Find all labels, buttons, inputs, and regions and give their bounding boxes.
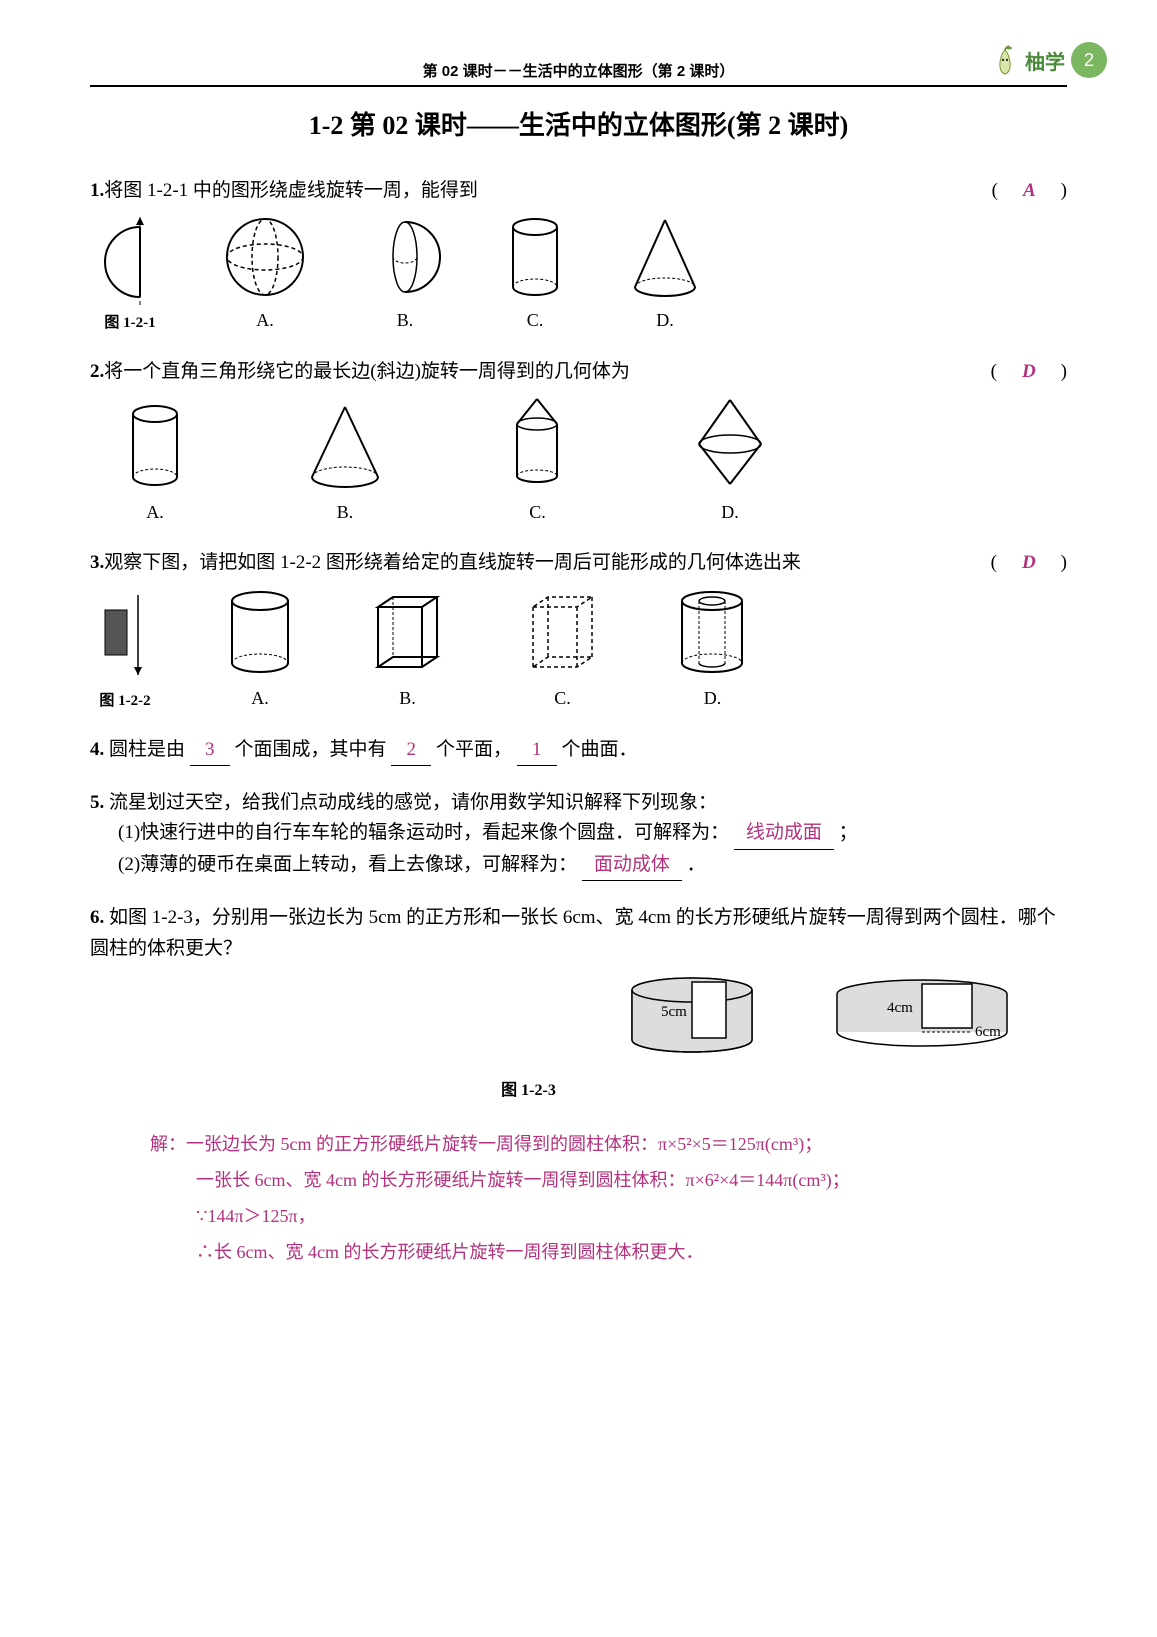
q3-opt-d-label: D. xyxy=(670,684,755,713)
q1-opt-b-label: B. xyxy=(360,306,450,335)
sol-line4: ∴长 6cm、宽 4cm 的长方形硬纸片旋转一周得到圆柱体积更大． xyxy=(196,1234,1067,1270)
page-title: 1-2 第 02 课时——生活中的立体图形(第 2 课时) xyxy=(90,105,1067,142)
logo-text: 柚学 xyxy=(1025,46,1065,75)
q5-sub2-pre: (2)薄薄的硬币在桌面上转动，看上去像球，可解释为： xyxy=(118,854,577,875)
q1-opt-b: B. xyxy=(360,212,450,335)
q3-options: 图 1-2-2 A. xyxy=(90,585,1067,713)
question-3: 3. 观察下图，请把如图 1-2-2 图形绕着给定的直线旋转一周后可能形成的几何… xyxy=(90,548,1067,712)
question-6: 6. 如图 1-2-3，分别用一张边长为 5cm 的正方形和一张长 6cm、宽 … xyxy=(90,903,1067,1104)
q3-text: 观察下图，请把如图 1-2-2 图形绕着给定的直线旋转一周后可能形成的几何体选出… xyxy=(104,548,980,578)
q5-sub1-post: ； xyxy=(839,822,858,843)
q6-solution: 解：一张边长为 5cm 的正方形硬纸片旋转一周得到的圆柱体积：π×5²×5＝12… xyxy=(150,1126,1067,1270)
question-2: 2. 将一个直角三角形绕它的最长边(斜边)旋转一周得到的几何体为 ( D ) A… xyxy=(90,357,1067,526)
q1-options: 图 1-2-1 A. B. xyxy=(90,212,1067,335)
q4-blank2: 2 xyxy=(391,735,431,766)
question-4: 4. 圆柱是由 3 个面围成，其中有 2 个平面， 1 个曲面． xyxy=(90,735,1067,766)
pear-icon xyxy=(991,44,1019,76)
q5-sub1: (1)快速行进中的自行车车轮的辐条运动时，看起来像个圆盘．可解释为： 线动成面 … xyxy=(118,818,1067,849)
q3-opt-b-label: B. xyxy=(360,684,455,713)
q5-sub2-post: ． xyxy=(687,854,706,875)
q2-opt-a: A. xyxy=(120,399,190,527)
sol-line1: 解：一张边长为 5cm 的正方形硬纸片旋转一周得到的圆柱体积：π×5²×5＝12… xyxy=(150,1126,1067,1162)
question-1: 1. 将图 1-2-1 中的图形绕虚线旋转一周，能得到 ( A ) 图 1-2-… xyxy=(90,176,1067,335)
svg-text:5cm: 5cm xyxy=(661,1004,687,1020)
q6-fig2: 4cm 6cm xyxy=(817,972,1027,1072)
q2-opt-d-label: D. xyxy=(685,498,775,527)
q4-post: 个曲面． xyxy=(562,739,638,760)
q1-source-figure: 图 1-2-1 xyxy=(90,217,170,335)
q2-answer: D xyxy=(1016,361,1042,382)
q3-number: 3. xyxy=(90,548,104,578)
q2-opt-d: D. xyxy=(685,394,775,527)
svg-text:6cm: 6cm xyxy=(975,1024,1001,1040)
q6-fig-label: 图 1-2-3 xyxy=(90,1078,967,1104)
q3-opt-a: A. xyxy=(220,585,300,713)
q3-opt-a-label: A. xyxy=(220,684,300,713)
q3-source-figure: 图 1-2-2 xyxy=(90,590,160,713)
q4-mid2: 个平面， xyxy=(436,739,512,760)
running-header: 第 02 课时－－生活中的立体图形（第 2 课时） 柚学 2 xyxy=(90,60,1067,87)
running-head-text: 第 02 课时－－生活中的立体图形（第 2 课时） xyxy=(90,60,1067,81)
q2-text: 将一个直角三角形绕它的最长边(斜边)旋转一周得到的几何体为 xyxy=(104,357,980,387)
q6-figures: 5cm 4cm 6cm xyxy=(90,972,1027,1072)
q1-number: 1. xyxy=(90,176,104,206)
q3-answer-paren: ( D ) xyxy=(991,548,1067,578)
sol-line2: 一张长 6cm、宽 4cm 的长方形硬纸片旋转一周得到圆柱体积：π×6²×4＝1… xyxy=(196,1162,1067,1198)
q1-answer: A xyxy=(1017,180,1042,201)
q6-number: 6. xyxy=(90,907,104,928)
q2-opt-c: C. xyxy=(500,394,575,527)
q3-answer: D xyxy=(1016,552,1042,573)
page: 第 02 课时－－生活中的立体图形（第 2 课时） 柚学 2 1-2 第 02 … xyxy=(0,0,1157,1637)
q3-fig-label: 图 1-2-2 xyxy=(90,689,160,713)
q1-opt-a: A. xyxy=(220,212,310,335)
q5-sub2: (2)薄薄的硬币在桌面上转动，看上去像球，可解释为： 面动成体 ． xyxy=(118,850,1067,881)
q2-number: 2. xyxy=(90,357,104,387)
q3-opt-b: B. xyxy=(360,585,455,713)
q1-opt-c: C. xyxy=(500,212,570,335)
q2-answer-paren: ( D ) xyxy=(991,357,1067,387)
q3-opt-d: D. xyxy=(670,585,755,713)
sol-line3: ∵144π＞125π， xyxy=(196,1198,1067,1234)
q4-pre: 圆柱是由 xyxy=(109,739,185,760)
q2-opt-a-label: A. xyxy=(120,498,190,527)
q1-answer-paren: ( A ) xyxy=(992,176,1067,206)
q1-opt-d-label: D. xyxy=(620,306,710,335)
question-5: 5. 流星划过天空，给我们点动成线的感觉，请你用数学知识解释下列现象： (1)快… xyxy=(90,788,1067,881)
q1-opt-d: D. xyxy=(620,212,710,335)
q5-blank1: 线动成面 xyxy=(734,818,834,849)
q2-opt-c-label: C. xyxy=(500,498,575,527)
logo-area: 柚学 2 xyxy=(991,42,1107,78)
q3-opt-c-label: C. xyxy=(515,684,610,713)
q2-opt-b: B. xyxy=(300,399,390,527)
q4-number: 4. xyxy=(90,739,104,760)
q2-opt-b-label: B. xyxy=(300,498,390,527)
q4-blank3: 1 xyxy=(517,735,557,766)
q5-number: 5. xyxy=(90,792,104,813)
q5-sub1-pre: (1)快速行进中的自行车车轮的辐条运动时，看起来像个圆盘．可解释为： xyxy=(118,822,729,843)
q2-options: A. B. xyxy=(90,394,1067,527)
q6-fig1: 5cm xyxy=(607,972,777,1072)
q1-fig-label: 图 1-2-1 xyxy=(90,311,170,335)
q4-mid1: 个面围成，其中有 xyxy=(235,739,387,760)
q3-opt-c: C. xyxy=(515,585,610,713)
page-number-badge: 2 xyxy=(1071,42,1107,78)
q1-text: 将图 1-2-1 中的图形绕虚线旋转一周，能得到 xyxy=(104,176,981,206)
q1-opt-a-label: A. xyxy=(220,306,310,335)
svg-text:4cm: 4cm xyxy=(887,1000,913,1016)
q5-blank2: 面动成体 xyxy=(582,850,682,881)
q5-text: 流星划过天空，给我们点动成线的感觉，请你用数学知识解释下列现象： xyxy=(109,792,717,813)
q6-text: 如图 1-2-3，分别用一张边长为 5cm 的正方形和一张长 6cm、宽 4cm… xyxy=(90,907,1056,958)
q4-blank1: 3 xyxy=(190,735,230,766)
q1-opt-c-label: C. xyxy=(500,306,570,335)
